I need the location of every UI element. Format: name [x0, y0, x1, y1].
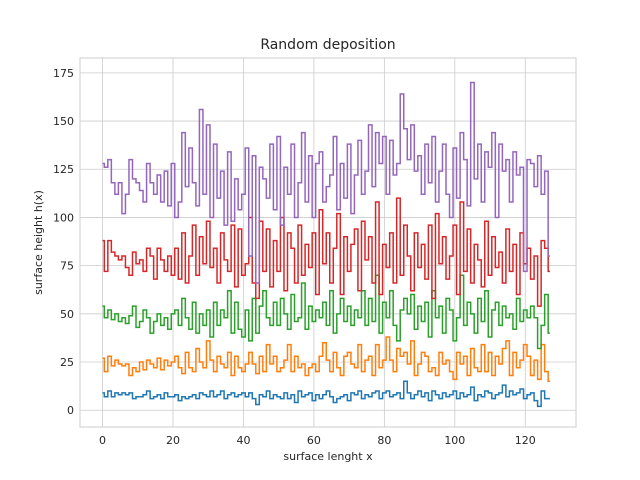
y-tick-label: 25: [60, 356, 74, 369]
series-group: [102, 81, 550, 408]
series-line-5: [102, 81, 550, 284]
x-tick-label: 60: [307, 434, 321, 447]
x-tick-label: 20: [166, 434, 180, 447]
y-tick-label: 0: [67, 404, 74, 417]
series-line-1: [102, 380, 550, 408]
x-axis-label: surface lenght x: [283, 450, 373, 463]
y-tick-label: 100: [53, 211, 74, 224]
y-tick-label: 175: [53, 67, 74, 80]
y-tick-label: 50: [60, 308, 74, 321]
series-line-2: [102, 336, 550, 383]
x-tick-label: 80: [377, 434, 391, 447]
series-line-3: [102, 274, 550, 350]
x-tick-label: 120: [515, 434, 536, 447]
x-tick-label: 100: [444, 434, 465, 447]
y-axis-label: surface height h(x): [32, 190, 45, 295]
x-tick-label: 0: [99, 434, 106, 447]
plot-frame: [79, 57, 577, 428]
y-tick-labels: 0 25 50 75 100 125 150 175: [53, 67, 74, 417]
x-tick-label: 40: [236, 434, 250, 447]
x-tick-labels: 0 20 40 60 80 100 120: [99, 434, 536, 447]
plot-background: [80, 58, 576, 427]
y-tick-label: 75: [60, 260, 74, 273]
y-tick-label: 150: [53, 115, 74, 128]
series-line-4: [102, 197, 550, 307]
chart-title: Random deposition: [260, 37, 395, 53]
grid: [80, 58, 576, 427]
y-tick-label: 125: [53, 163, 74, 176]
